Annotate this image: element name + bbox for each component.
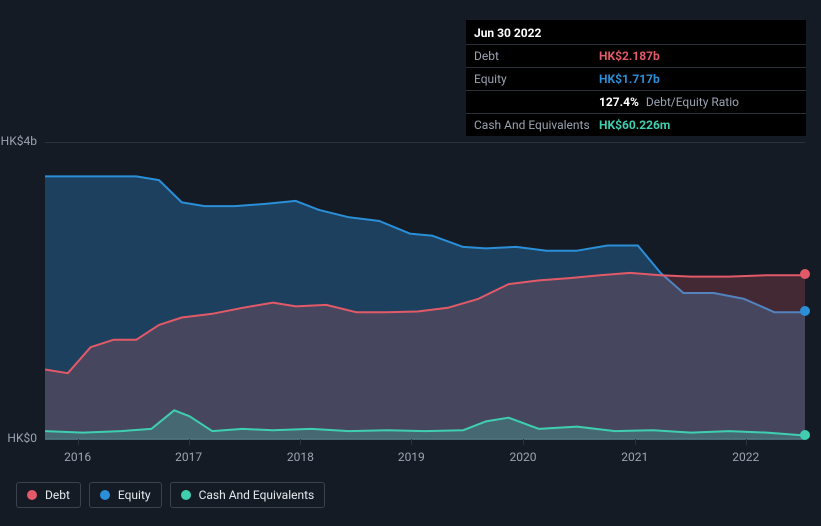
legend-dot-icon: [100, 490, 110, 500]
tooltip-panel: Jun 30 2022 DebtHK$2.187bEquityHK$1.717b…: [466, 20, 806, 136]
x-tick-label: 2019: [398, 450, 425, 464]
x-tick-line: [523, 439, 524, 445]
tooltip-row-label: Equity: [474, 72, 599, 86]
legend-dot-icon: [27, 490, 37, 500]
y-axis-label: HK$4b: [0, 134, 37, 148]
tooltip-row-label: Cash And Equivalents: [474, 118, 599, 132]
legend-dot-icon: [181, 490, 191, 500]
tooltip-row: DebtHK$2.187b: [466, 45, 806, 68]
tooltip-row: Cash And EquivalentsHK$60.226m: [466, 114, 806, 136]
legend-item-debt[interactable]: Debt: [16, 482, 81, 508]
x-tick-label: 2022: [732, 450, 759, 464]
x-tick-label: 2017: [175, 450, 202, 464]
x-tick-line: [300, 439, 301, 445]
end-marker-equity: [800, 306, 810, 316]
legend: Debt Equity Cash And Equivalents: [16, 482, 325, 508]
tooltip-row-value: HK$1.717b: [599, 72, 660, 86]
tooltip-row-value: HK$2.187b: [599, 49, 660, 63]
legend-label: Equity: [118, 488, 151, 502]
tooltip-row: 127.4% Debt/Equity Ratio: [466, 91, 806, 114]
chart-svg: [45, 143, 805, 440]
x-tick-line: [78, 439, 79, 445]
legend-label: Debt: [45, 488, 70, 502]
x-tick-label: 2020: [510, 450, 537, 464]
tooltip-date: Jun 30 2022: [466, 20, 806, 45]
x-tick-label: 2018: [287, 450, 314, 464]
legend-item-equity[interactable]: Equity: [89, 482, 162, 508]
x-tick-line: [411, 439, 412, 445]
x-tick-line: [635, 439, 636, 445]
end-marker-debt: [800, 269, 810, 279]
tooltip-row: EquityHK$1.717b: [466, 68, 806, 91]
tooltip-row-value: 127.4% Debt/Equity Ratio: [599, 95, 739, 109]
y-axis-label: HK$0: [0, 431, 37, 445]
chart-area[interactable]: [45, 142, 805, 439]
x-tick-line: [746, 439, 747, 445]
legend-item-cash[interactable]: Cash And Equivalents: [170, 482, 326, 508]
end-marker-cash: [800, 430, 810, 440]
tooltip-row-label: [474, 95, 599, 109]
x-axis: 2016 2017 2018 2019 2020 2021 2022: [45, 446, 805, 466]
x-tick-line: [189, 439, 190, 445]
x-tick-label: 2021: [621, 450, 648, 464]
legend-label: Cash And Equivalents: [199, 488, 315, 502]
x-tick-label: 2016: [64, 450, 91, 464]
tooltip-row-value: HK$60.226m: [599, 118, 670, 132]
tooltip-row-label: Debt: [474, 49, 599, 63]
